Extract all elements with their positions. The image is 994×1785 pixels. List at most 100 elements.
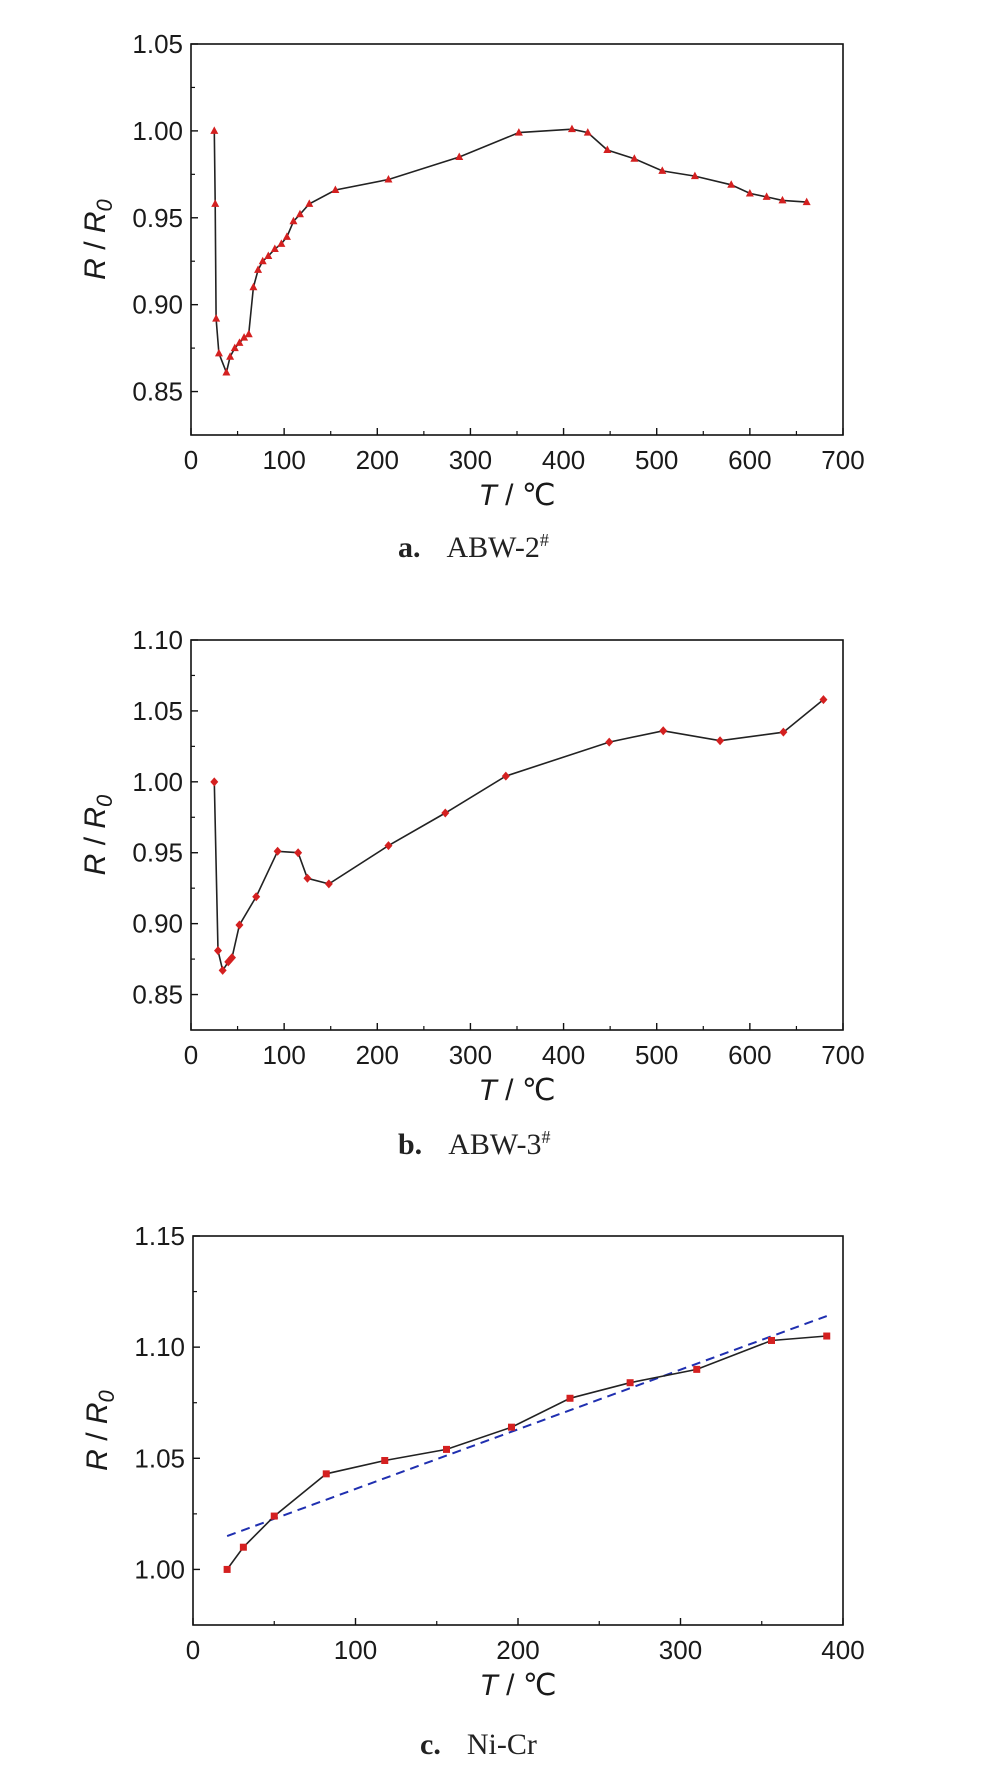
x-axis-label: T / ℃ <box>478 479 555 512</box>
data-point <box>258 256 267 265</box>
data-point <box>289 216 298 225</box>
data-point <box>235 920 244 930</box>
y-tick-label: 1.15 <box>134 1221 185 1251</box>
x-tick-label: 100 <box>262 445 305 475</box>
data-point <box>240 333 249 341</box>
x-tick-label: 700 <box>821 445 864 475</box>
data-point <box>210 126 219 134</box>
series-line <box>226 1335 827 1570</box>
data-point <box>211 199 220 207</box>
x-tick-label: 600 <box>728 1040 771 1070</box>
data-point <box>226 352 235 360</box>
data-point <box>384 841 393 851</box>
data-point <box>264 251 273 260</box>
y-tick-label: 1.00 <box>134 1554 185 1584</box>
data-point <box>455 152 464 160</box>
y-tick-label: 0.95 <box>132 838 183 868</box>
data-point <box>566 1394 574 1402</box>
x-tick-label: 300 <box>659 1635 702 1665</box>
data-point <box>583 128 592 136</box>
y-tick-label: 1.10 <box>132 625 183 655</box>
chart-0: 0 100 200 300 400 500 600 700 0.85 0.90 0.95 1.00 1.… <box>79 29 865 512</box>
data-point <box>277 239 286 247</box>
data-point <box>605 737 614 747</box>
y-axis-label-var: R <box>79 854 112 876</box>
data-point <box>331 185 340 193</box>
x-tick-label: 100 <box>262 1040 305 1070</box>
y-axis-label-sep: / <box>81 1424 114 1449</box>
x-axis-label-var: T <box>478 1074 499 1107</box>
caption-a: a. ABW-2# <box>398 530 549 565</box>
x-tick-label: 500 <box>635 1040 678 1070</box>
x-axis-label-unit: / ℃ <box>497 479 556 512</box>
plot-frame <box>192 1235 844 1626</box>
data-point <box>819 695 828 705</box>
data-point <box>305 199 314 207</box>
x-tick-label: 400 <box>542 445 585 475</box>
y-axis-label-sub: 0 <box>92 198 117 211</box>
data-point <box>252 892 261 902</box>
x-axis-label-var: T <box>478 479 499 512</box>
y-axis-label-var2: R <box>79 211 112 233</box>
x-tick-label: 200 <box>356 445 399 475</box>
x-tick-label: 400 <box>821 1635 864 1665</box>
data-point <box>210 777 219 787</box>
caption-c-text: Ni-Cr <box>466 1728 537 1761</box>
series-line <box>213 128 807 376</box>
data-point <box>273 846 282 856</box>
x-tick-label: 0 <box>186 1635 200 1665</box>
data-point <box>214 348 223 357</box>
caption-b-sup: # <box>541 1127 551 1147</box>
y-tick-label: 0.85 <box>132 377 183 407</box>
y-tick-label: 1.05 <box>132 29 183 59</box>
data-point <box>802 197 811 206</box>
data-point <box>270 1512 278 1520</box>
data-point <box>762 192 771 200</box>
x-axis-label: T / ℃ <box>478 1074 555 1107</box>
caption-c-letter: c. <box>420 1728 441 1761</box>
data-point <box>244 329 253 338</box>
x-tick-label: 0 <box>184 1040 198 1070</box>
data-point <box>235 338 244 346</box>
y-tick-label: 1.05 <box>134 1443 185 1473</box>
caption-c: c. Ni-Cr <box>420 1728 537 1762</box>
y-tick-label: 1.00 <box>132 116 183 146</box>
caption-b: b. ABW-3# <box>398 1127 551 1162</box>
y-tick-label: 1.05 <box>132 696 183 726</box>
x-tick-label: 400 <box>542 1040 585 1070</box>
data-point <box>303 873 312 883</box>
data-point <box>294 848 303 858</box>
y-axis-label: R / R0 <box>81 1389 119 1470</box>
data-point <box>324 879 333 889</box>
x-tick-label: 200 <box>496 1635 539 1665</box>
y-tick-label: 1.10 <box>134 1332 185 1362</box>
caption-a-text: ABW-2 <box>446 531 540 564</box>
data-point <box>630 154 639 162</box>
x-axis-label-unit: / ℃ <box>498 1669 557 1702</box>
y-axis-label-sep: / <box>79 829 112 854</box>
data-point <box>508 1423 515 1431</box>
caption-a-sup: # <box>539 530 549 550</box>
data-point <box>514 128 523 136</box>
data-point <box>282 232 291 240</box>
y-axis-label-var2: R <box>79 807 112 829</box>
data-point <box>690 171 699 180</box>
caption-b-letter: b. <box>398 1128 423 1161</box>
data-point <box>716 736 725 746</box>
x-tick-label: 500 <box>635 445 678 475</box>
x-tick-label: 100 <box>334 1635 377 1665</box>
data-point <box>626 1379 634 1387</box>
y-axis-label-var: R <box>81 1449 114 1471</box>
series-line <box>213 698 824 973</box>
data-point <box>693 1365 701 1373</box>
data-point <box>768 1336 775 1344</box>
data-point <box>249 282 258 291</box>
x-tick-label: 600 <box>728 445 771 475</box>
x-axis-label-unit: / ℃ <box>497 1074 556 1107</box>
y-tick-label: 0.85 <box>132 980 183 1010</box>
y-tick-label: 0.90 <box>132 290 183 320</box>
data-point <box>270 244 279 253</box>
data-point <box>222 367 231 376</box>
data-point <box>567 124 576 133</box>
